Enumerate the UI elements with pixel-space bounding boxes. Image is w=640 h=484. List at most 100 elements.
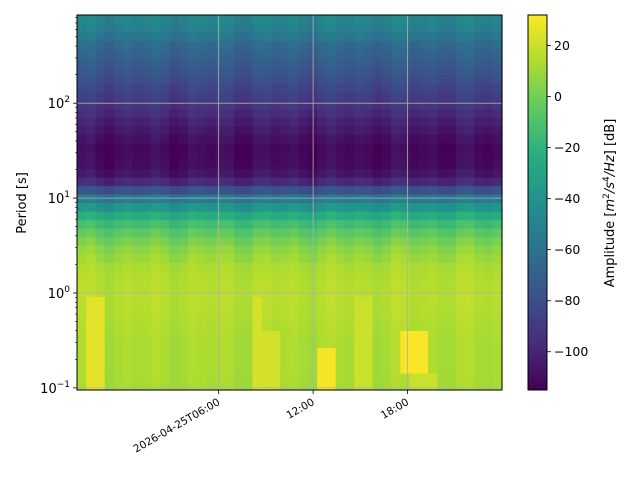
heatmap-cell: [243, 66, 254, 76]
heatmap-cell: [160, 32, 170, 42]
heatmap-cell: [187, 91, 198, 101]
heatmap-cell: [95, 142, 106, 152]
heatmap-cell: [465, 287, 475, 297]
heatmap-cell: [141, 253, 152, 263]
heatmap-cell: [160, 364, 170, 374]
heatmap-cell: [437, 321, 448, 331]
heatmap-cell: [289, 134, 300, 144]
heatmap-cell: [317, 117, 328, 127]
heatmap-cell: [474, 134, 485, 144]
heatmap-cell: [437, 15, 448, 25]
heatmap-cell: [465, 279, 475, 289]
heatmap-cell: [289, 245, 300, 255]
heatmap-cell: [206, 32, 217, 42]
heatmap-cell: [372, 372, 383, 383]
heatmap-cell: [446, 219, 457, 229]
heatmap-cell: [418, 313, 429, 323]
heatmap-cell: [326, 253, 337, 263]
heatmap-cell: [363, 117, 374, 127]
heatmap-cell: [326, 66, 337, 76]
heatmap-cell: [298, 32, 309, 42]
heatmap-cell: [409, 142, 420, 152]
heatmap-cell: [77, 117, 87, 127]
heatmap-cell: [317, 100, 328, 110]
heatmap-cell: [95, 151, 106, 161]
heatmap-cell: [317, 142, 328, 152]
heatmap-cell: [206, 236, 217, 246]
heatmap-cell: [215, 57, 226, 67]
heatmap-cell: [400, 83, 411, 93]
heatmap-cell: [197, 108, 207, 118]
heatmap-cell: [187, 151, 198, 161]
heatmap-cell: [446, 287, 457, 297]
heatmap-cell: [344, 23, 355, 33]
heatmap-cell: [224, 159, 235, 170]
heatmap-cell: [243, 313, 254, 323]
heatmap-cell: [326, 202, 337, 212]
heatmap-cell: [95, 372, 106, 383]
heatmap-cell: [335, 83, 346, 93]
heatmap-cell: [77, 355, 87, 366]
heatmap-cell: [381, 40, 392, 50]
heatmap-cell: [197, 142, 207, 152]
heatmap-cell: [418, 228, 429, 238]
heatmap-cell: [289, 83, 300, 93]
heatmap-cell: [234, 211, 244, 221]
heatmap-cell: [113, 228, 124, 238]
heatmap-cell: [280, 219, 291, 229]
heatmap-cell: [141, 40, 152, 50]
heatmap-cell: [465, 193, 475, 204]
heatmap-cell: [252, 236, 263, 246]
heatmap-cell: [465, 296, 475, 306]
heatmap-cell: [261, 151, 272, 161]
heatmap-cell: [261, 296, 272, 306]
heatmap-cell: [483, 347, 494, 357]
heatmap-cell: [344, 245, 355, 255]
heatmap-cell: [483, 236, 494, 246]
heatmap-cell: [104, 15, 115, 25]
heatmap-cell: [160, 253, 170, 263]
heatmap-cell: [298, 211, 309, 221]
heatmap-cell: [169, 262, 180, 272]
heatmap-cell: [335, 279, 346, 289]
heatmap-cell: [446, 304, 457, 314]
heatmap-cell: [492, 40, 503, 50]
heatmap-cell: [474, 270, 485, 280]
heatmap-cell: [160, 108, 170, 118]
heatmap-cell: [492, 381, 503, 391]
heatmap-cell: [113, 49, 124, 59]
heatmap-cell: [428, 304, 438, 314]
heatmap-cell: [317, 91, 328, 101]
heatmap-cell: [455, 287, 466, 297]
heatmap-cell: [271, 211, 281, 221]
heatmap-cell: [428, 15, 438, 25]
heatmap-cell: [271, 57, 281, 67]
heatmap-cell: [298, 330, 309, 340]
heatmap-cell: [437, 228, 448, 238]
heatmap-cell: [381, 100, 392, 110]
heatmap-cell: [113, 296, 124, 306]
heatmap-cell: [354, 347, 365, 357]
heatmap-cell: [428, 364, 438, 374]
heatmap-cell: [113, 100, 124, 110]
heatmap-cell: [372, 49, 383, 59]
heatmap-cell: [252, 270, 263, 280]
heatmap-cell: [206, 330, 217, 340]
colorbar-tick-label: −60: [554, 242, 580, 257]
heatmap-cell: [123, 83, 134, 93]
heatmap-cell: [418, 100, 429, 110]
heatmap-cell: [465, 74, 475, 84]
heatmap-cell: [197, 15, 207, 25]
heatmap-cell: [150, 313, 161, 323]
heatmap-cell: [428, 287, 438, 297]
heatmap-cell: [197, 313, 207, 323]
heatmap-cell: [104, 66, 115, 76]
heatmap-cell: [428, 168, 438, 178]
heatmap-cell: [492, 83, 503, 93]
heatmap-cell: [317, 202, 328, 212]
heatmap-cell: [280, 279, 291, 289]
heatmap-cell: [77, 57, 87, 67]
heatmap-cell: [409, 202, 420, 212]
heatmap-cell: [465, 83, 475, 93]
heatmap-cell: [261, 270, 272, 280]
